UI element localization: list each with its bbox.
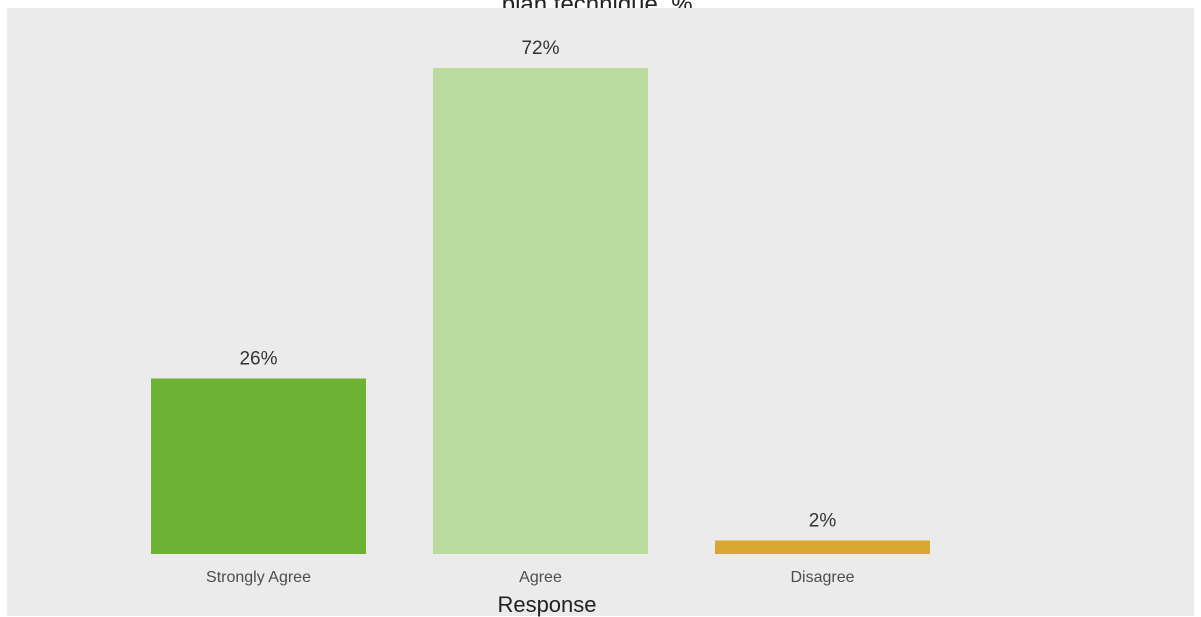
data-label-disagree: 2% <box>809 511 837 532</box>
x-axis-title: Response <box>497 592 596 617</box>
bar-agree <box>433 68 648 554</box>
bar-strongly-agree <box>151 378 366 554</box>
bar-disagree <box>715 540 930 554</box>
x-tick-label-strongly-agree: Strongly Agree <box>206 569 311 586</box>
bars-layer <box>151 68 930 554</box>
x-tick-label-disagree: Disagree <box>790 569 854 586</box>
data-label-agree: 72% <box>521 38 559 59</box>
labels-layer: 26% Strongly Agree 72% Agree 2% Disagree <box>206 38 855 586</box>
data-label-strongly-agree: 26% <box>239 349 277 370</box>
x-tick-label-agree: Agree <box>519 569 562 586</box>
